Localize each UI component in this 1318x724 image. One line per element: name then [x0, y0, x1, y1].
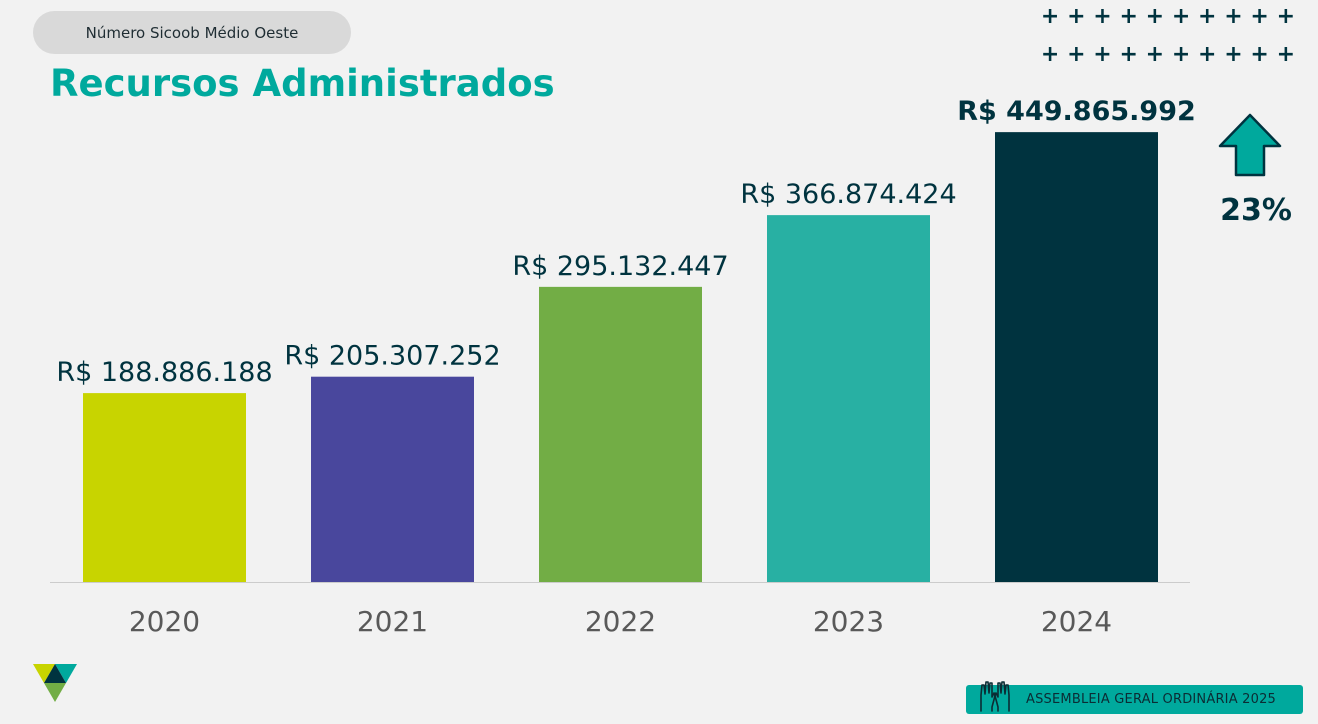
x-tick-label-2021: 2021 — [357, 605, 428, 638]
page-title: Recursos Administrados — [50, 62, 555, 105]
plus-mark: + — [1119, 4, 1138, 29]
value-label-2023: R$ 366.874.424 — [740, 179, 956, 210]
x-tick-label-2024: 2024 — [1041, 605, 1112, 638]
raised-hands-icon — [980, 681, 1010, 712]
region-pill: Número Sicoob Médio Oeste — [33, 11, 351, 54]
value-label-2020: R$ 188.886.188 — [56, 357, 272, 388]
plus-pattern-decoration: + + + + + + + + + + + + + + + + + + + + — [1037, 4, 1299, 68]
growth-percentage: 23% — [1220, 193, 1292, 228]
value-label-2021: R$ 205.307.252 — [284, 341, 500, 372]
plus-mark: + — [1145, 4, 1165, 29]
plus-mark: + — [1067, 42, 1086, 67]
plus-mark: + — [1171, 4, 1191, 29]
plus-mark: + — [1067, 4, 1086, 29]
value-label-2022: R$ 295.132.447 — [512, 251, 728, 282]
plus-mark: + — [1093, 42, 1112, 67]
footer-badge: ASSEMBLEIA GERAL ORDINÁRIA 2025 — [966, 681, 1303, 714]
x-tick-label-2022: 2022 — [585, 605, 656, 638]
plus-mark: + — [1119, 42, 1138, 67]
bar-2021 — [311, 376, 474, 582]
bar-2023 — [767, 215, 930, 582]
plus-mark: + — [1171, 42, 1191, 67]
plus-mark: + — [1250, 4, 1269, 29]
plus-mark: + — [1276, 42, 1295, 67]
plus-mark: + — [1276, 4, 1295, 29]
plus-mark: + — [1093, 4, 1112, 29]
plus-mark: + — [1224, 4, 1243, 29]
plus-mark: + — [1040, 42, 1060, 67]
arrow-up-icon — [1218, 113, 1282, 177]
footer-label: ASSEMBLEIA GERAL ORDINÁRIA 2025 — [1026, 692, 1277, 707]
plus-mark: + — [1198, 42, 1217, 67]
bar-2022 — [539, 286, 702, 582]
bar-2020 — [83, 393, 246, 582]
bar-2024 — [995, 132, 1158, 582]
x-tick-label-2023: 2023 — [813, 605, 884, 638]
value-label-2024: R$ 449.865.992 — [957, 96, 1196, 127]
plus-mark: + — [1198, 4, 1217, 29]
plus-mark: + — [1224, 42, 1243, 67]
plus-mark: + — [1250, 42, 1269, 67]
x-tick-label-2020: 2020 — [129, 605, 200, 638]
sicoob-logo-icon — [33, 664, 77, 702]
plus-mark: + — [1145, 42, 1165, 67]
region-label: Número Sicoob Médio Oeste — [85, 23, 299, 42]
plus-mark: + — [1040, 4, 1060, 29]
